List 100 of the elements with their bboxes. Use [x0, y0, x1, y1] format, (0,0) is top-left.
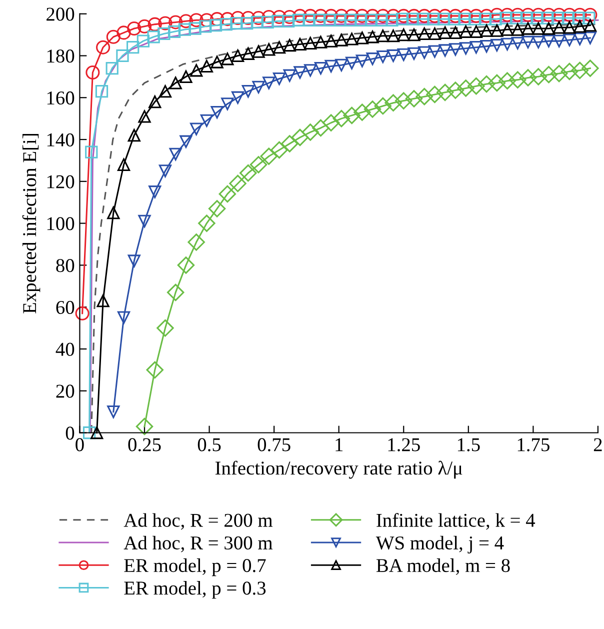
- point: [490, 8, 504, 22]
- point: [552, 21, 566, 34]
- point: [437, 12, 450, 26]
- point: [322, 114, 340, 132]
- point: [489, 12, 502, 26]
- point: [96, 40, 110, 54]
- point: [231, 49, 244, 62]
- point: [498, 72, 516, 90]
- point: [250, 16, 264, 29]
- point: [313, 14, 326, 26]
- point: [148, 186, 162, 198]
- point: [86, 65, 100, 80]
- point: [332, 110, 350, 128]
- x-tick-label: 0.75: [258, 438, 290, 452]
- point: [136, 34, 150, 48]
- point: [117, 158, 130, 171]
- point: [470, 41, 482, 54]
- point: [343, 106, 360, 124]
- y-tick-label: 140: [47, 133, 74, 146]
- point: [563, 21, 576, 34]
- point: [478, 12, 492, 26]
- legend-label: BA model, m = 8: [376, 558, 510, 575]
- point: [294, 38, 306, 51]
- point: [344, 14, 357, 26]
- point: [169, 148, 182, 160]
- legend-label: ER model, p = 0.3: [124, 581, 266, 599]
- legend-label: Infinite lattice, k = 4: [376, 513, 536, 530]
- point: [158, 85, 172, 98]
- point: [488, 74, 506, 92]
- point: [572, 8, 587, 22]
- point: [312, 119, 330, 137]
- point: [158, 16, 172, 30]
- point: [582, 12, 596, 24]
- point: [552, 34, 566, 48]
- point: [397, 48, 410, 62]
- point: [418, 27, 431, 40]
- point: [218, 185, 236, 203]
- point: [408, 28, 420, 42]
- point: [230, 11, 245, 26]
- y-tick-label: 80: [56, 259, 74, 272]
- point: [106, 30, 120, 44]
- point: [376, 50, 390, 64]
- point: [262, 43, 276, 56]
- point: [574, 20, 586, 33]
- point: [542, 8, 556, 22]
- point: [147, 30, 160, 44]
- point: [386, 30, 400, 42]
- point: [542, 34, 556, 48]
- y-tick-label: 180: [47, 50, 74, 63]
- point: [272, 72, 286, 86]
- point: [500, 38, 514, 51]
- point: [386, 14, 398, 26]
- point: [356, 54, 368, 68]
- x-axis-title: Infection/recovery rate ratio λ/μ: [215, 460, 462, 479]
- point: [386, 8, 400, 23]
- point: [158, 27, 170, 40]
- point: [283, 69, 296, 82]
- point: [334, 8, 348, 23]
- point: [522, 36, 534, 48]
- point: [395, 92, 412, 110]
- point: [168, 25, 181, 38]
- point: [137, 19, 152, 34]
- point: [220, 12, 234, 26]
- point: [345, 32, 358, 46]
- point: [406, 12, 420, 26]
- point: [509, 71, 526, 88]
- point: [106, 62, 118, 75]
- point: [584, 19, 597, 32]
- point: [376, 8, 390, 23]
- point: [126, 41, 140, 54]
- point: [572, 12, 585, 24]
- point: [158, 164, 172, 178]
- point: [138, 214, 151, 228]
- point: [302, 124, 319, 141]
- x-tick-label: 0: [76, 438, 84, 452]
- point: [438, 26, 452, 40]
- x-tick-label: 0.5: [198, 438, 221, 452]
- point: [190, 64, 203, 77]
- y-tick-label: 20: [56, 384, 74, 398]
- point: [190, 122, 203, 136]
- point: [280, 135, 298, 152]
- point: [82, 426, 96, 440]
- point: [470, 25, 482, 38]
- point: [355, 8, 370, 23]
- point: [449, 43, 462, 56]
- point: [117, 311, 130, 324]
- point: [520, 8, 536, 22]
- point: [345, 56, 358, 70]
- point: [550, 64, 568, 82]
- point: [252, 11, 266, 26]
- point: [90, 426, 104, 440]
- point: [448, 8, 462, 23]
- point: [189, 13, 204, 28]
- point: [116, 26, 131, 40]
- point: [405, 90, 423, 108]
- point: [530, 12, 544, 24]
- point: [571, 62, 588, 80]
- y-tick-label: 160: [47, 91, 74, 105]
- point: [530, 68, 547, 86]
- y-tick-label: 100: [47, 217, 74, 230]
